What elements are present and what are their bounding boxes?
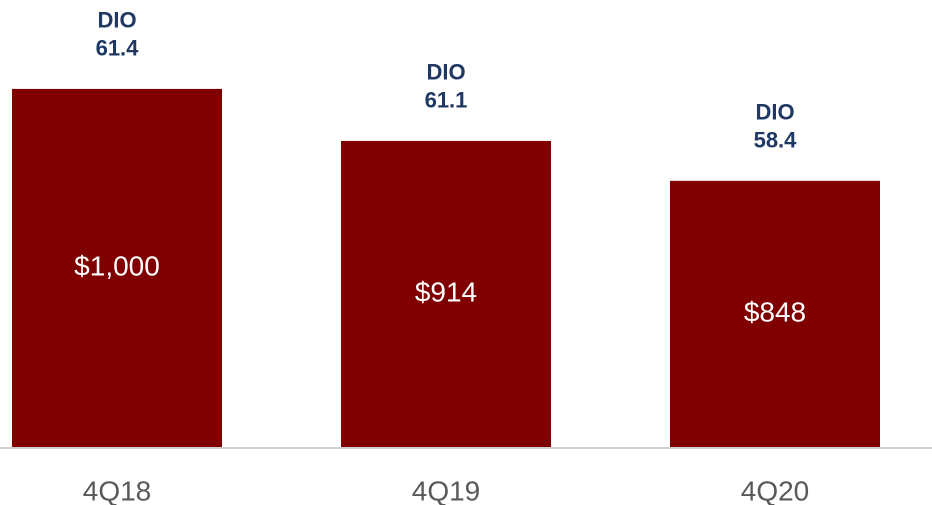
bar [341,140,551,447]
x-tick-label: 4Q19 [412,475,481,505]
annotation-value: 58.4 [754,128,798,153]
bar [670,180,880,447]
value-label: $914 [415,276,477,307]
x-tick-label: 4Q20 [741,475,810,505]
annotation-title: DIO [97,8,136,33]
annotation-title: DIO [426,60,465,85]
value-label: $848 [744,296,806,327]
value-label: $1,000 [74,250,160,281]
x-tick-label: 4Q18 [83,475,152,505]
bar [12,88,222,447]
annotation-title: DIO [755,100,794,125]
annotation-value: 61.4 [96,36,140,61]
annotation-value: 61.1 [425,88,468,113]
